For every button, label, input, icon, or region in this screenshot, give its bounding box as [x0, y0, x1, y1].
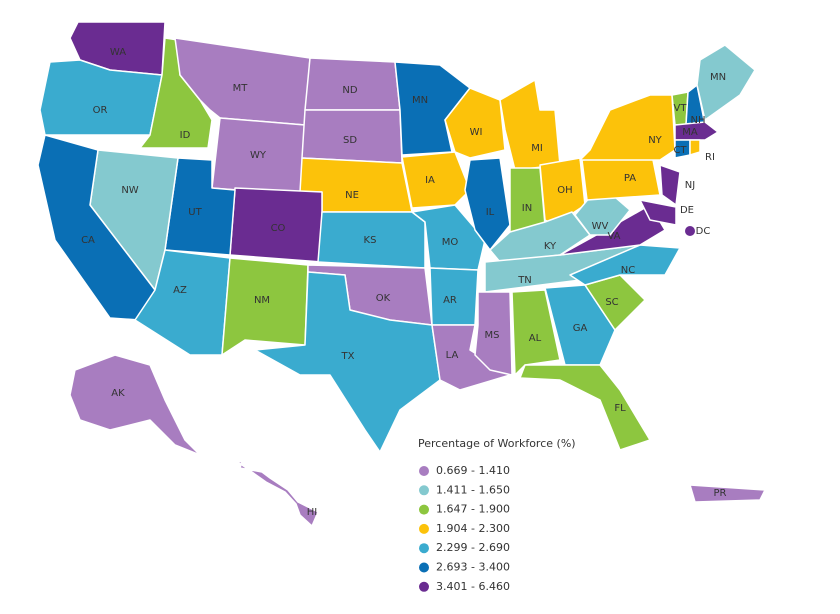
state-label: RI	[705, 152, 715, 163]
state-label: ID	[180, 130, 191, 141]
state	[254, 271, 441, 453]
legend-swatch	[419, 562, 429, 573]
state-label: WV	[592, 221, 609, 232]
state-label: IL	[486, 207, 495, 218]
legend: Percentage of Workforce (%) 0.669 - 1.41…	[418, 437, 576, 593]
state-label: SC	[605, 297, 618, 308]
state	[69, 354, 201, 456]
state-label: MO	[442, 237, 459, 248]
legend-label: 2.299 - 2.690	[436, 541, 510, 554]
state-label: WA	[110, 47, 126, 58]
legend-label: 0.669 - 1.410	[436, 464, 510, 477]
state-label: KS	[364, 235, 377, 246]
legend-swatch	[419, 523, 429, 534]
state	[579, 94, 676, 161]
state	[511, 289, 561, 376]
state-label: MI	[531, 143, 543, 154]
state-label: HI	[307, 507, 317, 518]
state-label: WI	[470, 127, 483, 138]
legend-label: 3.401 - 6.460	[436, 580, 510, 593]
state-label: FL	[614, 403, 626, 414]
state	[674, 121, 719, 141]
state-label: AL	[529, 333, 542, 344]
state-label: AR	[443, 295, 457, 306]
states	[37, 21, 766, 527]
state	[304, 57, 401, 111]
state-label: VA	[607, 231, 620, 242]
state-label: MA	[682, 127, 698, 138]
state-label: NW	[121, 185, 138, 196]
state	[444, 87, 506, 159]
state-labels: WA OR ID MT WY ND SD NE CO UT NW CA AZ NM KS OK TX MN IA MO…	[81, 47, 726, 518]
state-label: DC	[696, 226, 711, 237]
state-label: UT	[188, 207, 202, 218]
legend-label: 2.693 - 3.400	[436, 561, 510, 574]
state-label: AK	[111, 388, 125, 399]
state	[317, 211, 426, 269]
legend-label: 1.904 - 2.300	[436, 522, 510, 535]
state-label: VT	[674, 103, 688, 114]
state-label: NE	[345, 190, 359, 201]
state-label: WY	[250, 150, 267, 161]
legend-swatch	[419, 543, 429, 554]
state	[394, 61, 471, 156]
state	[519, 364, 651, 451]
legend-swatch	[419, 466, 429, 476]
state	[221, 257, 309, 356]
state-label: OK	[376, 293, 391, 304]
state	[696, 44, 756, 121]
legend-label: 1.647 - 1.900	[436, 503, 510, 516]
state	[659, 164, 681, 206]
state-label: TX	[341, 351, 355, 362]
state-label: ND	[342, 85, 357, 96]
state	[499, 79, 561, 171]
state-label: OR	[93, 105, 108, 116]
state-label: CA	[81, 235, 95, 246]
legend-swatch	[419, 581, 429, 592]
state	[509, 167, 546, 233]
state-label: PR	[714, 488, 727, 499]
state-label: MT	[233, 83, 249, 94]
state-label: IN	[522, 203, 532, 214]
state-label: SD	[343, 135, 357, 146]
legend-label: 1.411 - 1.650	[436, 483, 510, 496]
state-label: PA	[624, 173, 636, 184]
state-label: NC	[621, 265, 635, 276]
state-label: KY	[544, 241, 557, 252]
state-label: NH	[691, 115, 706, 126]
state-label: TN	[517, 275, 532, 286]
state-label: GA	[573, 323, 588, 334]
state	[689, 484, 766, 503]
state-label: DE	[680, 205, 694, 216]
state	[639, 199, 677, 226]
legend-swatch	[419, 504, 429, 515]
state-label: MN	[412, 95, 428, 106]
state	[234, 459, 319, 527]
state-label: NJ	[685, 180, 695, 191]
state-label: CO	[271, 223, 286, 234]
state-label: LA	[446, 350, 459, 361]
state-label: IA	[425, 175, 435, 186]
state-dot	[685, 226, 695, 236]
legend-title: Percentage of Workforce (%)	[418, 437, 576, 450]
state-label: NY	[648, 135, 662, 146]
state-label: NM	[254, 295, 270, 306]
state-label: OH	[557, 185, 572, 196]
legend-swatch	[419, 485, 429, 496]
state	[401, 151, 471, 209]
state	[581, 154, 661, 201]
state-label: CT	[673, 145, 687, 156]
state	[474, 291, 513, 376]
state	[689, 139, 701, 156]
state-label: MS	[485, 330, 500, 341]
state-label: AZ	[173, 285, 187, 296]
state-label: MN	[710, 72, 726, 83]
